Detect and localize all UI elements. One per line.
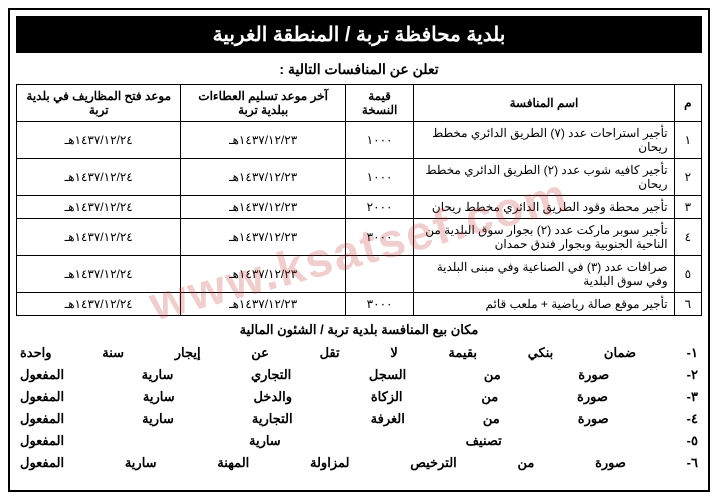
cell-deadline: ١٤٣٧/١٢/٢٣هـ bbox=[181, 159, 345, 196]
cell-num: ٢ bbox=[674, 159, 701, 196]
condition-item: ٦- صورة من الترخيص لمزاولة المهنة سارية … bbox=[20, 452, 698, 474]
cell-price bbox=[345, 256, 414, 293]
cell-num: ٤ bbox=[674, 219, 701, 256]
cell-open: ١٤٣٧/١٢/٢٤هـ bbox=[17, 196, 181, 219]
cell-price: ٢٠٠٠ bbox=[345, 196, 414, 219]
cell-name: صرافات عدد (٣) في الصناعية وفي مبنى البل… bbox=[414, 256, 674, 293]
cell-name: تأجير استراحات عدد (٧) الطريق الدائري مخ… bbox=[414, 122, 674, 159]
tenders-table: م اسم المنافسة قيمة النسخة آخر موعد تسلي… bbox=[16, 84, 702, 316]
cell-open: ١٤٣٧/١٢/٢٤هـ bbox=[17, 122, 181, 159]
conditions-list: ١- ضمان بنكي بقيمة لا تقل عن إيجار سنة و… bbox=[16, 342, 702, 475]
cell-deadline: ١٤٣٧/١٢/٢٣هـ bbox=[181, 196, 345, 219]
subtitle: تعلن عن المنافسات التالية : bbox=[16, 61, 702, 78]
table-row: ٥صرافات عدد (٣) في الصناعية وفي مبنى الب… bbox=[17, 256, 702, 293]
cell-open: ١٤٣٧/١٢/٢٤هـ bbox=[17, 219, 181, 256]
col-name-header: اسم المنافسة bbox=[414, 85, 674, 122]
cell-name: تأجير موقع صالة رياضية + ملعب قائم bbox=[414, 293, 674, 316]
cell-price: ٣٠٠٠ bbox=[345, 293, 414, 316]
cell-price: ٣٠٠٠ bbox=[345, 219, 414, 256]
cell-deadline: ١٤٣٧/١٢/٢٣هـ bbox=[181, 122, 345, 159]
cell-num: ٦ bbox=[674, 293, 701, 316]
cell-name: تأجير كافيه شوب عدد (٢) الطريق الدائري م… bbox=[414, 159, 674, 196]
col-deadline-header: آخر موعد تسليم العطاءات ببلدية تربة bbox=[181, 85, 345, 122]
condition-item: ٣- صورة من الزكاة والدخل سارية المفعول bbox=[20, 386, 698, 408]
cell-num: ٥ bbox=[674, 256, 701, 293]
cell-deadline: ١٤٣٧/١٢/٢٣هـ bbox=[181, 293, 345, 316]
col-open-header: موعد فتح المظاريف في بلدية تربة bbox=[17, 85, 181, 122]
cell-price: ١٠٠٠ bbox=[345, 122, 414, 159]
table-row: ٣تأجير محطة وقود الطريق الدائري مخطط ريح… bbox=[17, 196, 702, 219]
condition-item: ٥- تصنيف سارية المفعول bbox=[20, 430, 698, 452]
col-price-header: قيمة النسخة bbox=[345, 85, 414, 122]
table-row: ٦تأجير موقع صالة رياضية + ملعب قائم٣٠٠٠١… bbox=[17, 293, 702, 316]
col-num-header: م bbox=[674, 85, 701, 122]
condition-item: ٢- صورة من السجل التجاري سارية المفعول bbox=[20, 364, 698, 386]
cell-num: ١ bbox=[674, 122, 701, 159]
table-row: ١تأجير استراحات عدد (٧) الطريق الدائري م… bbox=[17, 122, 702, 159]
table-row: ٢تأجير كافيه شوب عدد (٢) الطريق الدائري … bbox=[17, 159, 702, 196]
cell-name: تأجير محطة وقود الطريق الدائري مخطط ريحا… bbox=[414, 196, 674, 219]
cell-name: تأجير سوبر ماركت عدد (٢) بجوار سوق البلد… bbox=[414, 219, 674, 256]
cell-open: ١٤٣٧/١٢/٢٤هـ bbox=[17, 159, 181, 196]
sale-location: مكان بيع المنافسة بلدية تربة / الشئون ال… bbox=[16, 322, 702, 338]
condition-item: ٤- صورة من الغرفة التجارية سارية المفعول bbox=[20, 408, 698, 430]
cell-price: ١٠٠٠ bbox=[345, 159, 414, 196]
cell-open: ١٤٣٧/١٢/٢٤هـ bbox=[17, 256, 181, 293]
cell-deadline: ١٤٣٧/١٢/٢٣هـ bbox=[181, 219, 345, 256]
table-row: ٤تأجير سوبر ماركت عدد (٢) بجوار سوق البل… bbox=[17, 219, 702, 256]
condition-item: ١- ضمان بنكي بقيمة لا تقل عن إيجار سنة و… bbox=[20, 342, 698, 364]
page-header: بلدية محافظة تربة / المنطقة الغربية bbox=[16, 16, 702, 53]
cell-num: ٣ bbox=[674, 196, 701, 219]
cell-deadline: ١٤٣٧/١٢/٢٣هـ bbox=[181, 256, 345, 293]
cell-open: ١٤٣٧/١٢/٢٤هـ bbox=[17, 293, 181, 316]
